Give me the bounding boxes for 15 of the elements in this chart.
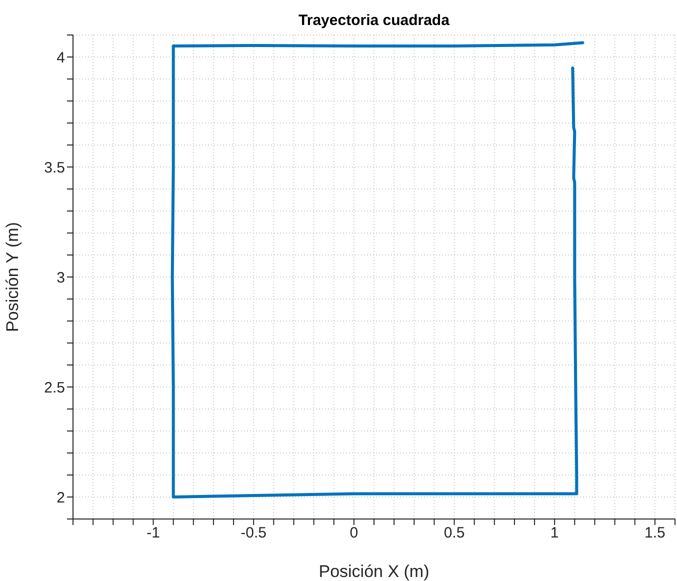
chart-title: Trayectoria cuadrada: [298, 12, 450, 29]
x-tick-label: 1.5: [644, 524, 666, 542]
y-tick-label: 4: [56, 49, 65, 66]
y-axis-title: Posición Y (m): [3, 222, 22, 332]
y-tick-label: 3.5: [44, 159, 65, 176]
y-tick-label: 2: [56, 489, 65, 506]
x-axis-title: Posición X (m): [318, 562, 430, 581]
x-tick-label: 0: [350, 524, 358, 542]
x-tick-label: 1: [550, 524, 559, 542]
y-tick-label: 3: [56, 269, 65, 286]
x-tick-label: -1: [146, 524, 160, 542]
x-tick-label: -0.5: [240, 524, 267, 542]
line-series: [170, 41, 584, 498]
x-tick-label: 0.5: [444, 524, 465, 542]
y-tick-label: 2.5: [44, 379, 65, 396]
